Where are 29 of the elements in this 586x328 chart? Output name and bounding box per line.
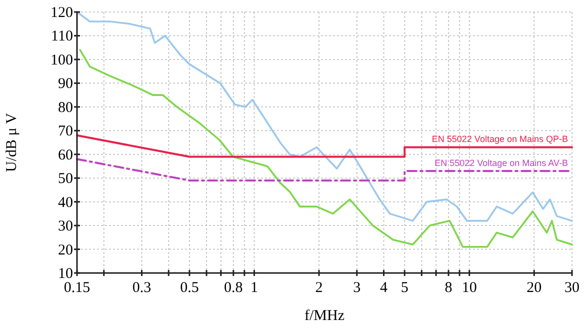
y-tick-label: 110 [51,28,73,45]
series-label: EN 55022 Voltage on Mains AV-B [434,158,568,168]
x-tick-label: 5 [400,280,408,296]
y-tick-label: 50 [58,171,73,188]
x-tick-label: 0.8 [224,280,243,296]
y-axis-title: U/dB μ V [4,112,20,172]
y-tick-label: 90 [58,76,73,92]
x-tick-label: 8 [444,280,452,296]
y-tick-label: 100 [50,52,73,68]
y-tick-label: 80 [58,100,73,116]
y-tick-label: 40 [58,194,73,211]
x-tick-label: 4 [380,280,388,296]
x-tick-label: 2 [315,280,323,296]
x-tick-label: 0.15 [64,280,90,296]
x-axis-title: f/MHz [304,308,345,324]
x-tick-label: 0.3 [132,280,152,296]
x-tick-label: 0.5 [180,280,199,296]
x-tick-label: 30 [564,280,580,296]
x-tick-label: 20 [526,280,542,296]
x-tick-label: 1 [250,280,258,296]
y-tick-label: 10 [58,266,73,282]
y-tick-label: 70 [58,124,73,140]
y-tick-label: 20 [58,242,73,258]
y-tick-label: 60 [58,147,73,164]
y-tick-label: 30 [58,218,73,235]
x-tick-label: 3 [353,280,361,296]
series-label: EN 55022 Voltage on Mains QP-B [432,134,568,144]
x-tick-label: 10 [462,280,477,296]
y-tick-label: 120 [50,5,73,21]
